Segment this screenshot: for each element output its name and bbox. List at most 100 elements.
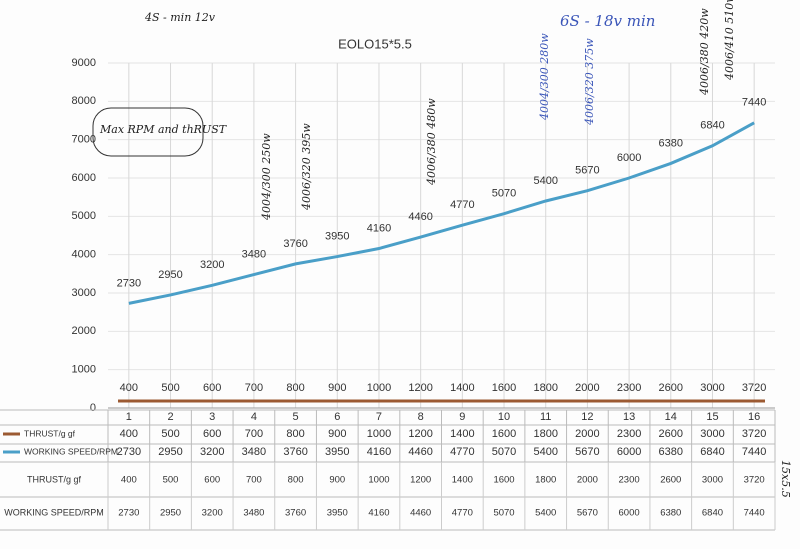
y-tick-label: 8000 [72, 95, 96, 107]
category-label: 5 [293, 411, 299, 423]
table2-cell: 700 [246, 475, 262, 486]
table2-cell: 500 [163, 475, 179, 486]
table2-cell: 6380 [660, 508, 681, 519]
table-cell: 4160 [367, 446, 391, 458]
y-tick-label: 2000 [72, 325, 96, 337]
rpm-label: 6000 [617, 152, 641, 164]
thrust-label: 600 [203, 382, 221, 394]
rpm-label: 2950 [158, 269, 182, 281]
table-cell: 5400 [533, 446, 557, 458]
y-tick-label: 0 [90, 402, 96, 414]
chart-title: EOLO15*5.5 [338, 36, 412, 51]
category-label: 11 [540, 411, 551, 423]
table-cell: 1600 [492, 428, 516, 440]
rpm-label: 6380 [659, 137, 683, 149]
annotation: 4S - min 12v [144, 11, 216, 24]
rpm-label: 3200 [200, 259, 224, 271]
annotation: 4006/410 510w [723, 0, 736, 81]
table2-label: WORKING SPEED/RPM [4, 507, 104, 517]
table-cell: 3480 [242, 446, 266, 458]
y-tick-label: 1000 [72, 364, 96, 376]
thrust-label: 3720 [742, 382, 766, 394]
table2-cell: 4460 [410, 508, 431, 519]
category-label: 10 [498, 411, 510, 423]
rpm-label: 4160 [367, 222, 391, 234]
y-tick-label: 4000 [72, 249, 96, 261]
table2-cell: 3480 [243, 508, 264, 519]
rpm-label: 3950 [325, 230, 349, 242]
thrust-label: 800 [286, 382, 304, 394]
category-label: 12 [581, 411, 593, 423]
table2-cell: 6000 [619, 508, 640, 519]
legend-label: WORKING SPEED/RPM [24, 446, 118, 456]
rpm-label: 6840 [700, 120, 724, 132]
table2-cell: 4770 [452, 508, 473, 519]
table-cell: 2600 [659, 428, 683, 440]
table2-cell: 5670 [577, 508, 598, 519]
annotation: 4006/380 420w [698, 8, 711, 96]
category-label: 3 [209, 411, 215, 423]
table-cell: 500 [161, 428, 179, 440]
table-cell: 700 [245, 428, 263, 440]
table2-cell: 1800 [535, 475, 556, 486]
table-cell: 900 [328, 428, 346, 440]
annotation: Max RPM and thRUST [99, 123, 228, 136]
thrust-label: 500 [161, 382, 179, 394]
table-cell: 6000 [617, 446, 641, 458]
table2-cell: 5070 [493, 508, 514, 519]
rpm-label: 2730 [117, 277, 141, 289]
annotation: 4006/320 375w [583, 38, 596, 126]
table-cell: 400 [120, 428, 138, 440]
thrust-label: 1400 [450, 382, 474, 394]
category-label: 14 [665, 411, 677, 423]
table2-cell: 3760 [285, 508, 306, 519]
thrust-label: 2000 [575, 382, 599, 394]
table-cell: 1400 [450, 428, 474, 440]
thrust-label: 2600 [659, 382, 683, 394]
table-cell: 600 [203, 428, 221, 440]
thrust-label: 700 [245, 382, 263, 394]
category-label: 8 [418, 411, 424, 423]
table2-cell: 3720 [744, 475, 765, 486]
thrust-label: 1600 [492, 382, 516, 394]
table2-cell: 1200 [410, 475, 431, 486]
thrust-label: 1000 [367, 382, 391, 394]
annotation: 4004/300 250w [260, 133, 273, 221]
annotation: 4006/320 395w [300, 123, 313, 211]
category-label: 16 [748, 411, 760, 423]
table-cell: 6840 [700, 446, 724, 458]
table2-cell: 2950 [160, 508, 181, 519]
category-label: 4 [251, 411, 257, 423]
table2-label: THRUST/g gf [27, 474, 82, 484]
table2-cell: 2300 [619, 475, 640, 486]
table-cell: 7440 [742, 446, 766, 458]
table2-cell: 6840 [702, 508, 723, 519]
category-label: 13 [623, 411, 635, 423]
category-label: 6 [334, 411, 340, 423]
table-cell: 1800 [533, 428, 557, 440]
category-label: 2 [167, 411, 173, 423]
table2-cell: 2600 [660, 475, 681, 486]
category-label: 9 [459, 411, 465, 423]
annotation: 6S - 18v min [560, 12, 655, 30]
table2-cell: 600 [204, 475, 220, 486]
table2-cell: 5400 [535, 508, 556, 519]
table2-cell: 400 [121, 475, 137, 486]
table-cell: 1200 [408, 428, 432, 440]
rpm-label: 4770 [450, 199, 474, 211]
table2-cell: 3200 [202, 508, 223, 519]
table-cell: 2950 [158, 446, 182, 458]
table2-cell: 1000 [368, 475, 389, 486]
table-cell: 4460 [408, 446, 432, 458]
rpm-label: 4460 [408, 211, 432, 223]
table2-cell: 4160 [368, 508, 389, 519]
category-label: 7 [376, 411, 382, 423]
rpm-label: 7440 [742, 97, 766, 109]
thrust-label: 400 [120, 382, 138, 394]
annotation: 4004/300 280w [538, 33, 551, 121]
table-cell: 5070 [492, 446, 516, 458]
thrust-label: 900 [328, 382, 346, 394]
thrust-label: 1200 [408, 382, 432, 394]
category-label: 1 [126, 411, 132, 423]
